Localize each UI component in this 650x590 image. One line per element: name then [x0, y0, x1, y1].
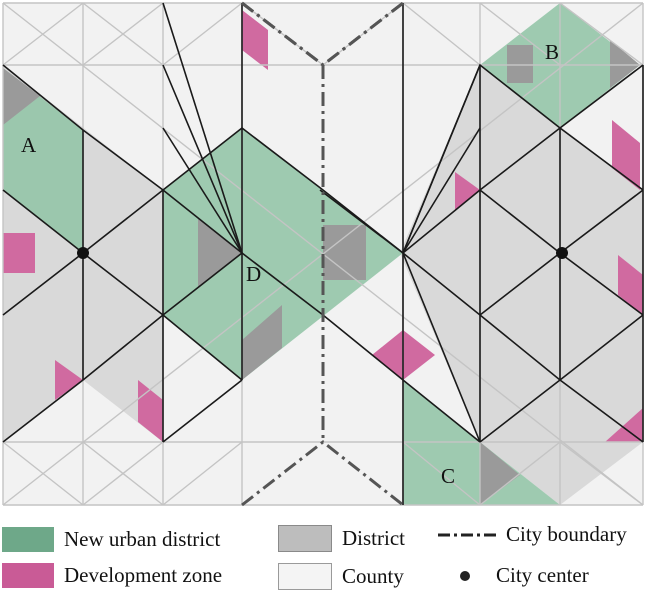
development-zones	[3, 10, 643, 442]
label-d: D	[246, 262, 261, 286]
district-block	[507, 45, 533, 83]
district-block	[480, 442, 520, 505]
development-zone	[242, 10, 268, 70]
legend-swatch-green	[2, 527, 54, 552]
legend-swatch-grey	[278, 525, 332, 552]
development-zone	[455, 172, 480, 210]
legend-label: City boundary	[506, 522, 627, 546]
legend-swatch-white	[278, 563, 332, 590]
thick-structure	[2, 2, 644, 505]
legend-dashdot-line	[438, 533, 496, 536]
development-zone	[138, 380, 163, 442]
legend-new-urban-district: New urban district	[2, 527, 220, 552]
legend-county: County	[278, 563, 404, 590]
city-center-icon	[460, 570, 470, 581]
urban-map: A B C D	[2, 1, 644, 507]
development-zone	[55, 360, 83, 400]
district-region	[3, 315, 83, 442]
development-zone	[605, 408, 643, 442]
new-urban-district-a	[3, 68, 83, 253]
district-block	[242, 305, 282, 380]
legend-swatch-pink	[2, 563, 54, 588]
city-center-marker	[77, 247, 89, 259]
district-block	[198, 218, 242, 288]
legend-city-boundary: City boundary	[438, 522, 627, 547]
district-block	[3, 68, 40, 125]
district-region	[403, 190, 480, 442]
label-a: A	[21, 133, 37, 157]
legend-city-center: City center	[458, 563, 589, 588]
city-boundary-line	[241, 440, 404, 507]
label-c: C	[441, 464, 455, 488]
city-center-marker	[556, 247, 568, 259]
legend-label: County	[342, 564, 404, 588]
legend-label: New urban district	[64, 527, 221, 551]
district-block	[610, 40, 640, 88]
legend: New urban district District City boundar…	[0, 515, 650, 590]
legend-label: District	[342, 526, 405, 550]
legend-district: District	[278, 525, 405, 552]
legend-label: City center	[496, 563, 589, 587]
legend-label: Development zone	[64, 563, 223, 587]
development-zone	[3, 233, 35, 273]
label-b: B	[545, 40, 559, 64]
legend-development-zone: Development zone	[2, 563, 222, 588]
